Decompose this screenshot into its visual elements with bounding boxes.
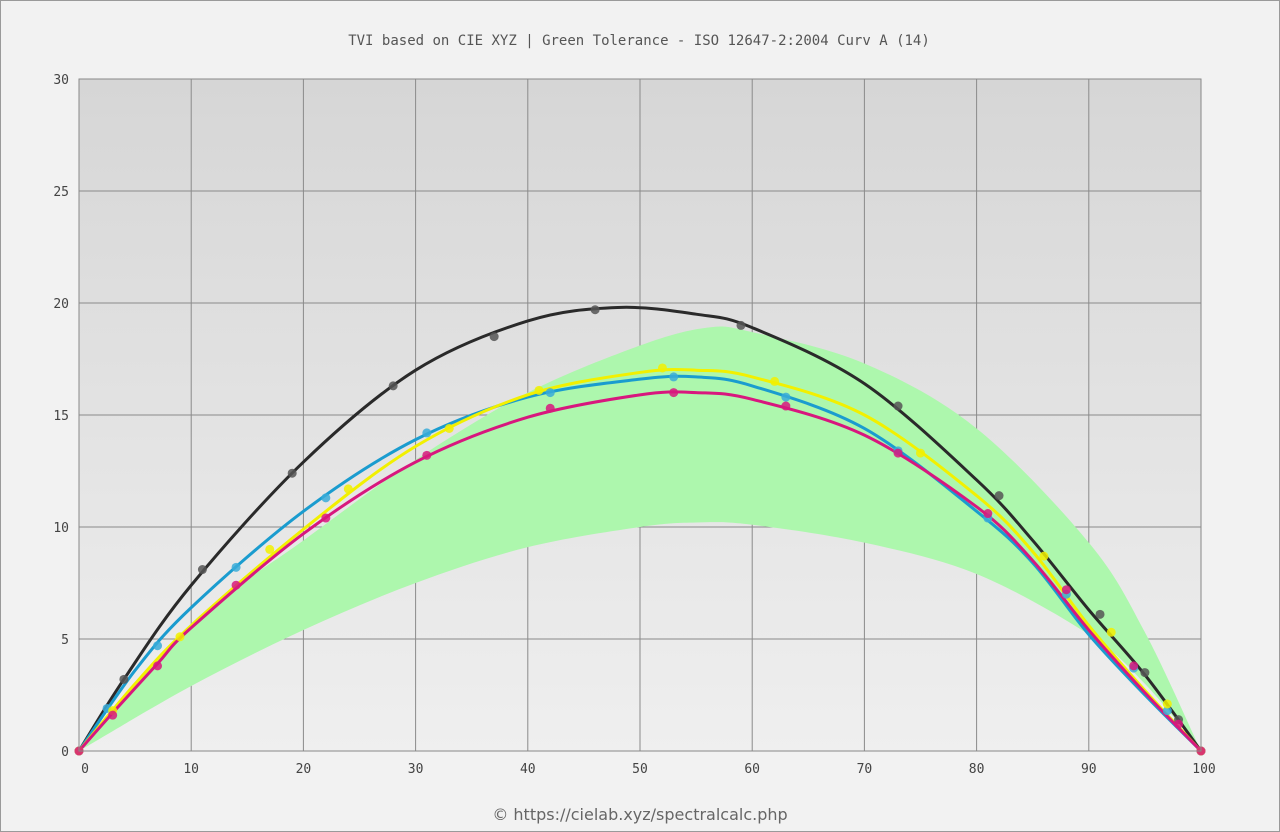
data-point-m-11 xyxy=(1061,585,1071,595)
data-point-y-3 xyxy=(265,544,275,554)
data-point-k-11 xyxy=(1140,668,1150,678)
data-point-c-13 xyxy=(1162,706,1172,716)
data-point-y-4 xyxy=(343,484,353,494)
x-tick-label-90: 90 xyxy=(1081,762,1097,777)
data-point-m-2 xyxy=(153,661,163,671)
data-point-y-2 xyxy=(175,632,185,642)
data-point-k-2 xyxy=(197,565,207,575)
data-point-c-2 xyxy=(153,641,163,651)
data-point-y-5 xyxy=(444,423,454,433)
x-tick-label-30: 30 xyxy=(408,762,424,777)
x-tick-label-10: 10 xyxy=(183,762,199,777)
series-markers xyxy=(74,305,1206,756)
y-tick-label-0: 0 xyxy=(61,745,69,760)
data-point-y-9 xyxy=(916,448,925,458)
y-tick-label-20: 20 xyxy=(53,297,69,312)
data-point-k-10 xyxy=(1095,609,1105,619)
data-point-c-3 xyxy=(231,562,241,572)
axis-tick-labels: 0 10 20 30 40 50 60 70 80 90 100 0 5 10 15 20 25 30 xyxy=(53,73,1215,777)
data-point-m-4 xyxy=(321,513,331,523)
data-point-m-3 xyxy=(231,580,241,590)
data-point-m-10 xyxy=(983,509,993,519)
series-line-k xyxy=(77,305,1203,753)
data-point-y-6 xyxy=(534,385,544,395)
y-tick-label-5: 5 xyxy=(61,633,69,648)
data-point-k-7 xyxy=(736,320,746,330)
x-tick-label-50: 50 xyxy=(632,762,648,777)
data-point-m-5 xyxy=(422,450,432,460)
data-point-m-1 xyxy=(108,710,118,720)
data-point-m-12 xyxy=(1129,661,1139,671)
x-tick-label-60: 60 xyxy=(744,762,760,777)
y-tick-label-15: 15 xyxy=(53,409,69,424)
plot-border xyxy=(78,78,1202,752)
data-point-y-8 xyxy=(770,376,780,386)
data-point-k-9 xyxy=(994,491,1004,501)
data-point-y-10 xyxy=(1039,551,1049,561)
data-point-c-7 xyxy=(669,372,679,382)
chart-title: TVI based on CIE XYZ | Green Tolerance -… xyxy=(348,33,930,49)
data-point-k-1 xyxy=(119,674,129,684)
data-point-m-6 xyxy=(545,403,555,413)
data-point-k-8 xyxy=(893,401,903,411)
data-point-k-6 xyxy=(590,305,600,315)
data-point-y-11 xyxy=(1106,627,1116,637)
x-tick-label-70: 70 xyxy=(857,762,873,777)
x-tick-label-80: 80 xyxy=(969,762,985,777)
data-point-c-8 xyxy=(781,392,791,402)
series-line-c xyxy=(77,374,1203,753)
series-line-m xyxy=(77,390,1203,753)
data-point-k-5 xyxy=(489,332,499,342)
x-tick-label-40: 40 xyxy=(520,762,536,777)
x-tick-label-20: 20 xyxy=(296,762,312,777)
tolerance-band-layer xyxy=(79,326,1201,751)
data-point-c-4 xyxy=(321,493,331,503)
x-tick-label-100: 100 xyxy=(1192,762,1215,777)
data-point-m-7 xyxy=(669,388,679,398)
data-point-c-6 xyxy=(545,388,555,398)
data-point-y-7 xyxy=(657,363,667,373)
y-tick-label-25: 25 xyxy=(53,185,69,200)
data-point-m-8 xyxy=(781,401,791,411)
data-point-k-4 xyxy=(388,381,398,391)
data-point-m-9 xyxy=(893,448,903,458)
y-tick-label-30: 30 xyxy=(53,73,69,88)
data-point-k-3 xyxy=(287,468,297,478)
data-point-c-5 xyxy=(422,428,432,438)
x-tick-label-0: 0 xyxy=(81,762,89,777)
green-tolerance-band xyxy=(79,326,1201,751)
data-point-m-13 xyxy=(1174,719,1184,729)
data-point-y-12 xyxy=(1162,699,1172,709)
copyright-footer: © https://cielab.xyz/spectralcalc.php xyxy=(492,805,787,824)
y-tick-label-10: 10 xyxy=(53,521,69,536)
